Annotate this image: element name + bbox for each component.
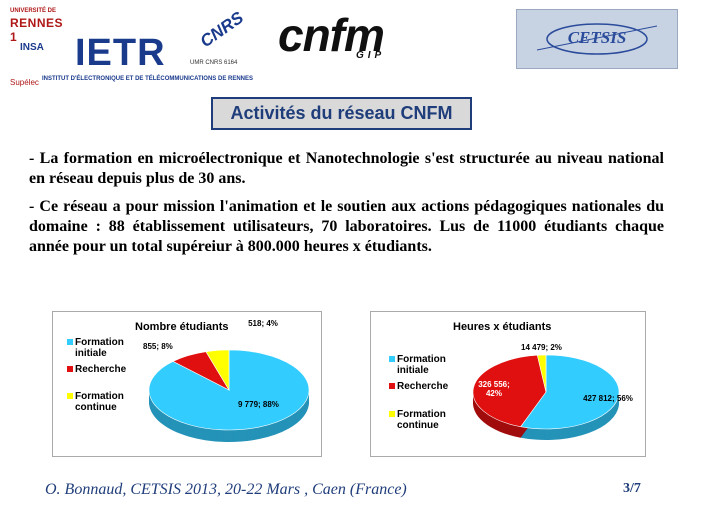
data-label-recherche-text: 326 556; 42%: [478, 380, 510, 398]
data-label-formation-initiale-text: 427 812; 56%: [583, 394, 633, 403]
pie-slice-formation-initiale: [520, 354, 620, 430]
page-number: 3/7: [623, 481, 641, 496]
data-label-recherche: 855; 8%: [143, 342, 173, 351]
legend-label: Formation initiale: [75, 337, 124, 359]
data-label-formation-initiale: 427 812; 56%: [583, 394, 633, 403]
ietr-logo: IETR: [75, 32, 166, 74]
chart-heures-etudiants: Heures x étudiants Formation initiale Re…: [370, 311, 646, 457]
legend-label: Formation continue: [75, 391, 124, 413]
gip-caption: GIP: [356, 50, 386, 61]
slide-footer: O. Bonnaud, CETSIS 2013, 20-22 Mars , Ca…: [45, 481, 407, 498]
data-label-formation-continue-text: 518; 4%: [248, 319, 278, 328]
slide-title: Activités du réseau CNFM: [211, 97, 472, 130]
chart-title: Nombre étudiants: [135, 321, 229, 333]
cetsis-logo: CETSIS: [516, 9, 678, 69]
ietr-caption: INSTITUT D'ÉLECTRONIQUE ET DE TÉLÉCOMMUN…: [42, 76, 253, 82]
legend-swatch: [67, 366, 73, 372]
chart-nombre-etudiants: Nombre étudiants Formation initiale Rech…: [52, 311, 322, 457]
legend-label: Formation initiale: [397, 354, 446, 376]
pie-slice-formation-continue: [205, 349, 230, 392]
data-label-recherche: 326 556; 42%: [471, 380, 517, 398]
pie-chart-svg: [472, 354, 620, 440]
cnrs-logo: CNRS: [196, 7, 247, 52]
cnfm-logo: cnfm: [278, 9, 385, 61]
legend-swatch: [389, 411, 395, 417]
legend-label: Recherche: [397, 381, 449, 392]
chart-title: Heures x étudiants: [453, 321, 552, 333]
insa-logo: INSA: [20, 42, 44, 53]
pie-slice-formation-continue: [537, 354, 547, 393]
legend-swatch: [389, 356, 395, 362]
rennes-logo-caption: UNIVERSITÉ DE: [10, 8, 57, 14]
umr-caption: UMR CNRS 6164: [190, 60, 238, 66]
pie-chart-svg: [148, 349, 310, 442]
data-label-formation-initiale: 9 779; 88%: [238, 400, 279, 409]
cetsis-logo-graphic: [536, 23, 658, 55]
cetsis-logo-text: CETSIS: [567, 28, 627, 47]
legend-swatch: [67, 339, 73, 345]
paragraph-formation: - La formation en microélectronique et N…: [29, 150, 664, 187]
legend-swatch: [389, 383, 395, 389]
data-label-formation-continue: 518; 4%: [248, 319, 278, 328]
rennes-logo-name: RENNES 1: [10, 16, 64, 44]
data-label-formation-continue: 14 479; 2%: [521, 343, 562, 352]
legend-swatch: [67, 393, 73, 399]
pie-slice-recherche: [472, 354, 547, 428]
legend-label: Formation continue: [397, 409, 446, 431]
paragraph-mission: - Ce réseau a pour mission l'animation e…: [29, 198, 664, 255]
legend-label: Recherche: [75, 364, 127, 375]
supelec-logo: Supélec: [10, 78, 39, 87]
universite-rennes-logo: UNIVERSITÉ DE RENNES 1 INSA Supélec: [10, 6, 68, 87]
